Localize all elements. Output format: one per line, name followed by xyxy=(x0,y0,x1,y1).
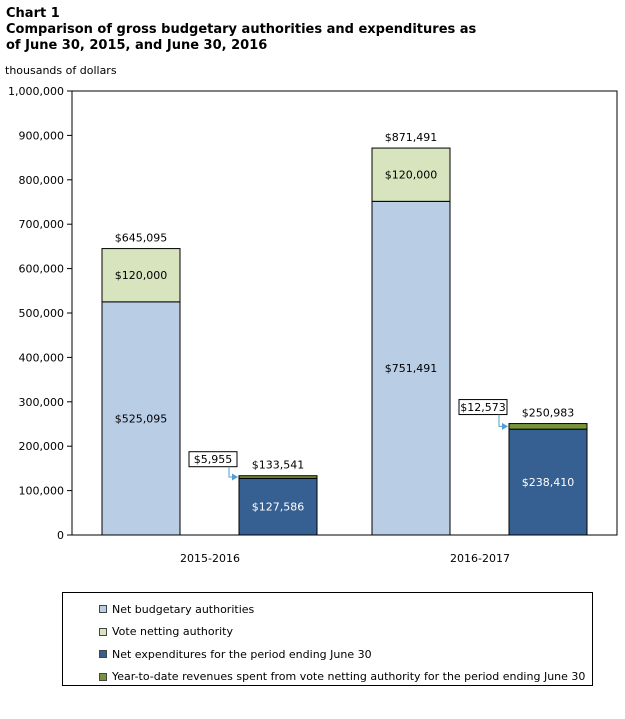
legend-label-vote-netting: Vote netting authority xyxy=(112,625,233,639)
bar-ytd-revenues-spent xyxy=(508,423,588,430)
data-label-ytd-revenues: $12,573 xyxy=(460,401,506,414)
y-tick-label: 700,000 xyxy=(19,218,65,231)
y-tick-label: 0 xyxy=(57,529,64,542)
y-tick-label: 400,000 xyxy=(19,351,65,364)
chart-number: Chart 1 xyxy=(6,6,60,21)
x-category-label: 2016-2017 xyxy=(450,552,510,565)
y-tick-label: 800,000 xyxy=(19,174,65,187)
bar-ytd-revenues-spent xyxy=(238,475,318,479)
data-label-net-expenditures: $127,586 xyxy=(252,501,305,514)
legend-label-net-budgetary: Net budgetary authorities xyxy=(112,602,255,616)
legend-item-net-expenditures: Net expenditures for the period ending J… xyxy=(99,643,592,666)
bar-vote-netting-authority xyxy=(101,248,181,303)
legend-label-net-expenditures: Net expenditures for the period ending J… xyxy=(112,647,372,661)
legend-swatch-vote-netting xyxy=(99,627,107,636)
callout-box-ytd-revenues xyxy=(188,451,238,468)
callout-arrow-head xyxy=(232,473,238,481)
y-tick-label: 500,000 xyxy=(19,307,65,320)
bar-net-expenditures xyxy=(508,428,588,536)
y-tick-label: 900,000 xyxy=(19,129,65,142)
chart-title-line-1: Comparison of gross budgetary authoritie… xyxy=(6,22,477,37)
y-tick-label: 600,000 xyxy=(19,263,65,276)
data-label-authorities-total: $645,095 xyxy=(115,232,168,245)
legend-item-ytd-revenues: Year-to-date revenues spent from vote ne… xyxy=(99,666,592,689)
bar-vote-netting-authority xyxy=(371,147,451,202)
y-tick-label: 100,000 xyxy=(19,485,65,498)
callout-box-ytd-revenues xyxy=(458,399,508,416)
chart-title-line-2: of June 30, 2015, and June 30, 2016 xyxy=(6,38,268,53)
legend-item-net-budgetary: Net budgetary authorities xyxy=(99,598,592,621)
y-tick-label: 200,000 xyxy=(19,440,65,453)
data-label-expenditures-total: $250,983 xyxy=(522,407,575,420)
chart-legend: Net budgetary authorities Vote netting a… xyxy=(62,592,593,686)
data-label-net-budgetary: $751,491 xyxy=(385,362,438,375)
callout-arrow-head xyxy=(502,422,508,430)
data-label-ytd-revenues: $5,955 xyxy=(194,453,233,466)
y-tick-label: 300,000 xyxy=(19,396,65,409)
x-category-label: 2015-2016 xyxy=(180,552,240,565)
y-tick-label: 1,000,000 xyxy=(8,85,64,98)
legend-label-ytd-revenues: Year-to-date revenues spent from vote ne… xyxy=(112,670,586,684)
bar-chart: 0 100,000 200,000 300,000 400,000 500,000 600,… xyxy=(8,85,618,565)
data-label-vote-netting: $120,000 xyxy=(115,269,168,282)
data-label-net-expenditures: $238,410 xyxy=(522,476,575,489)
legend-item-vote-netting: Vote netting authority xyxy=(99,621,592,644)
legend-swatch-net-budgetary xyxy=(99,605,107,614)
bar-net-expenditures xyxy=(238,477,318,536)
data-label-vote-netting: $120,000 xyxy=(385,169,438,182)
legend-swatch-ytd-revenues xyxy=(99,672,107,681)
legend-swatch-net-expenditures xyxy=(99,650,107,659)
data-label-net-budgetary: $525,095 xyxy=(115,412,168,425)
bar-net-budgetary-authorities xyxy=(371,200,451,536)
chart-title: Chart 1 Comparison of gross budgetary au… xyxy=(6,6,606,54)
y-axis-unit-label: thousands of dollars xyxy=(5,64,117,77)
data-label-expenditures-total: $133,541 xyxy=(252,459,305,472)
data-label-authorities-total: $871,491 xyxy=(385,131,438,144)
